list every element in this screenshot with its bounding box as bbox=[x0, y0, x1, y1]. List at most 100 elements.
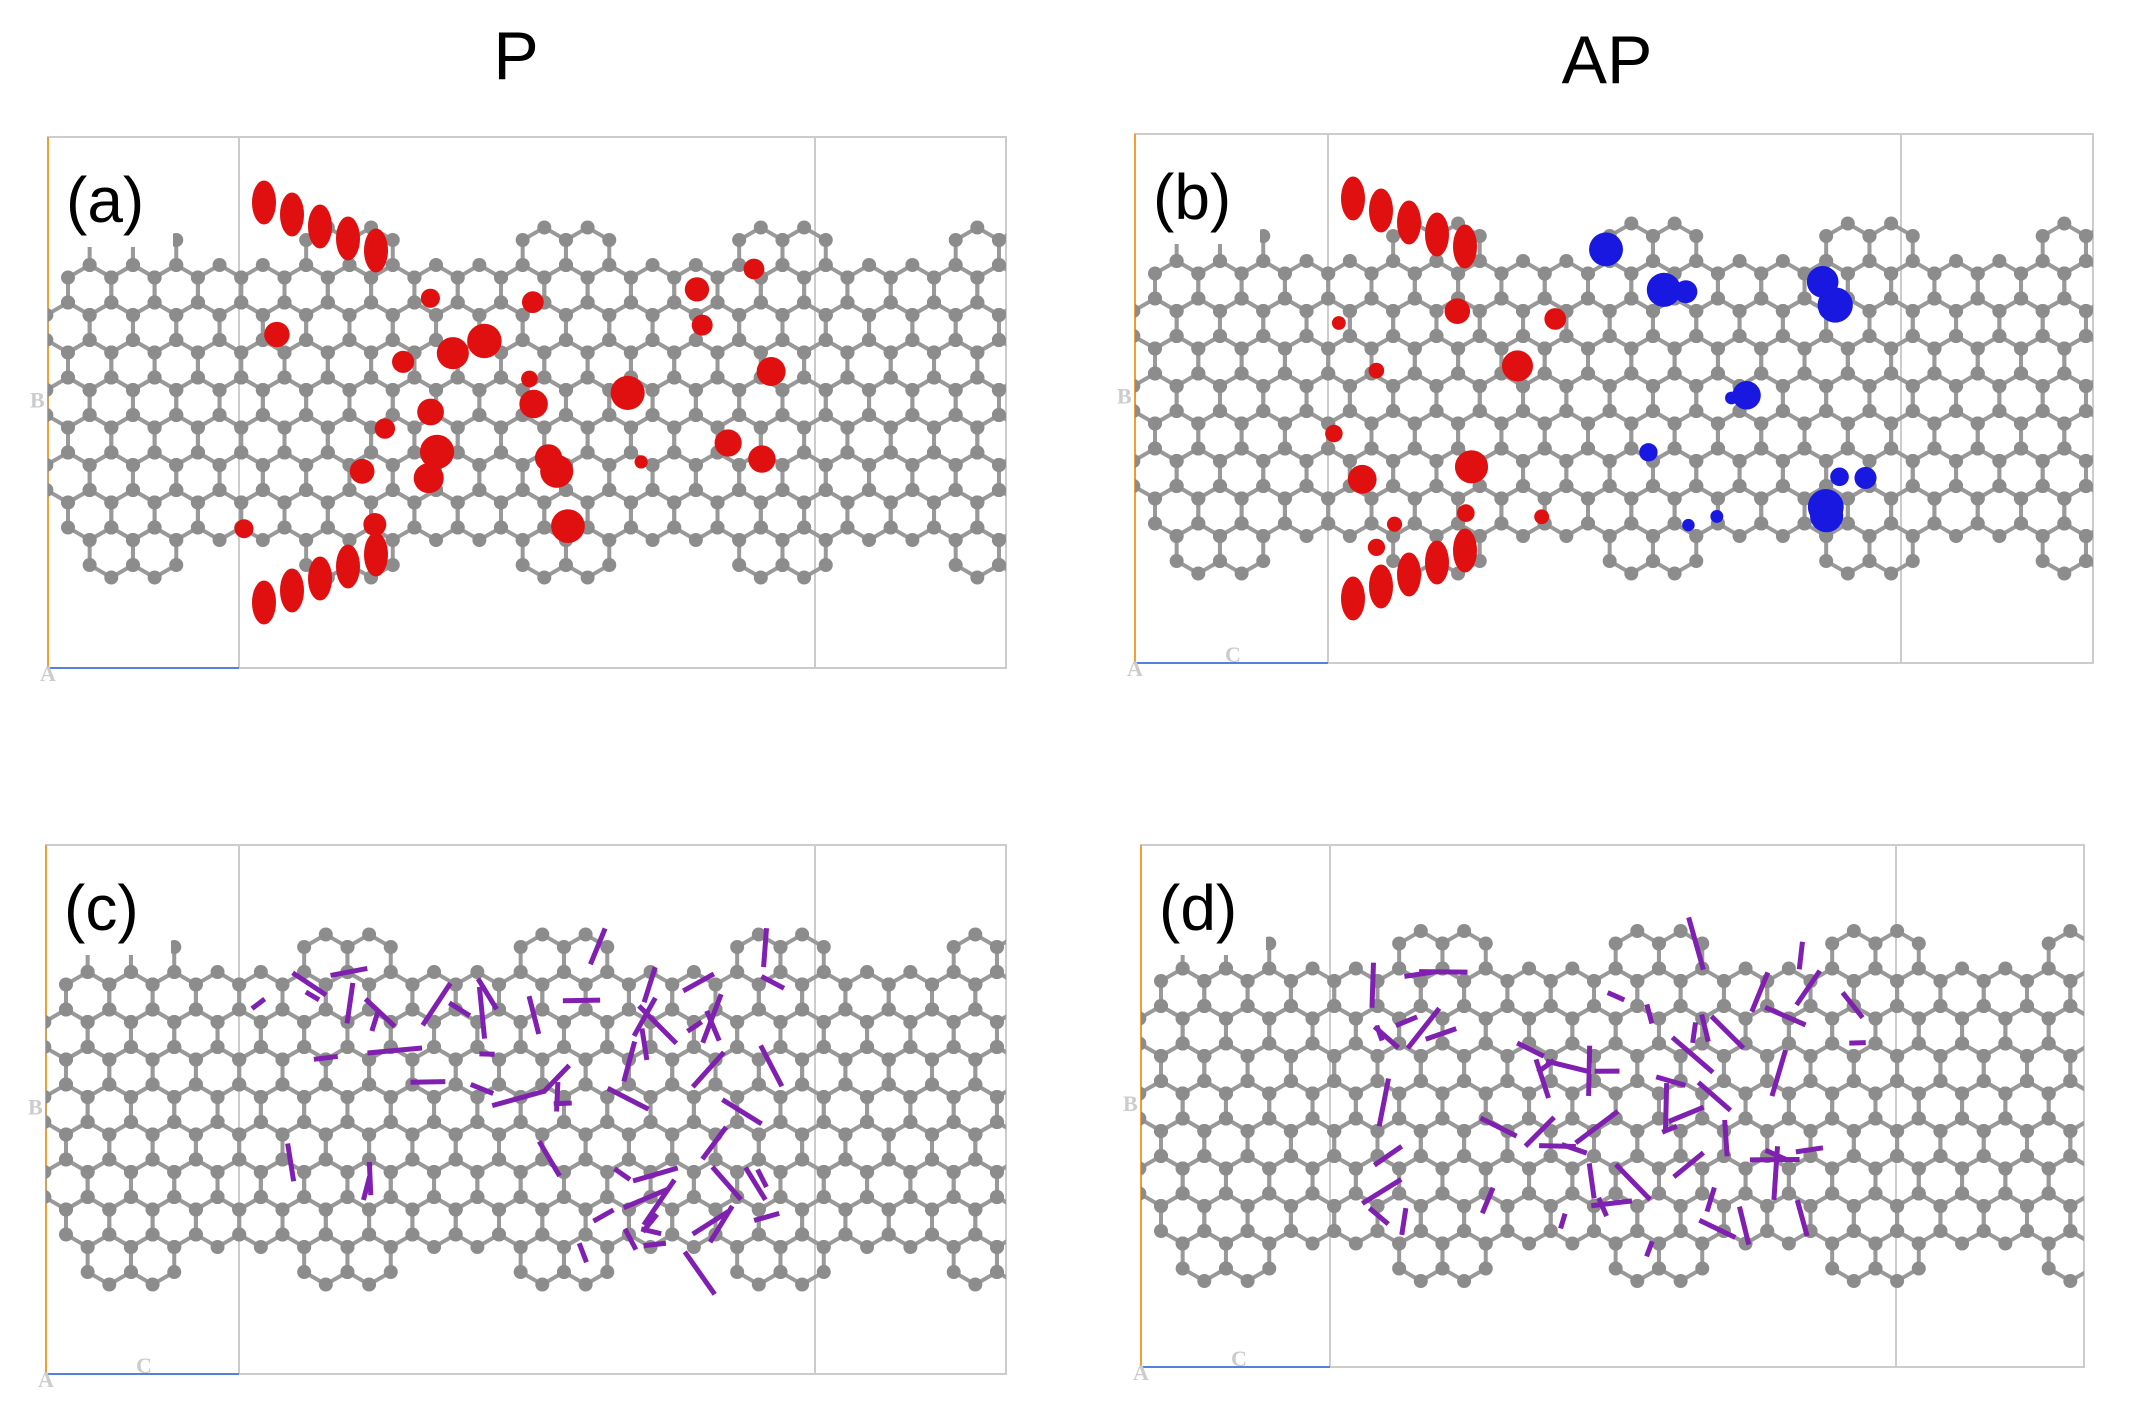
atom bbox=[903, 1015, 918, 1029]
spin-density bbox=[1807, 488, 1844, 525]
atom bbox=[1342, 379, 1357, 393]
atom bbox=[1336, 1165, 1350, 1179]
atom bbox=[991, 483, 1006, 497]
atom bbox=[2122, 254, 2129, 268]
atom bbox=[2101, 417, 2115, 431]
atom bbox=[1315, 1128, 1329, 1142]
atom bbox=[1014, 421, 1028, 435]
atom bbox=[299, 408, 314, 422]
atom bbox=[277, 420, 292, 435]
atom bbox=[645, 408, 660, 422]
atom bbox=[1169, 304, 1184, 318]
atom bbox=[1014, 371, 1028, 385]
atom bbox=[1012, 1228, 1026, 1242]
spin-density bbox=[363, 512, 387, 536]
atom bbox=[1256, 329, 1271, 343]
atom bbox=[1256, 304, 1271, 318]
atom bbox=[1120, 965, 1134, 979]
atom bbox=[1970, 491, 1985, 506]
atom bbox=[61, 520, 75, 535]
atom bbox=[1142, 978, 1156, 992]
atom bbox=[1667, 566, 1682, 581]
atom bbox=[905, 533, 920, 547]
atom bbox=[795, 1202, 810, 1217]
spin-density bbox=[1425, 212, 1449, 257]
atom bbox=[1206, 1090, 1220, 1104]
atom bbox=[2101, 492, 2115, 506]
atom bbox=[1277, 516, 1292, 531]
spin-density bbox=[264, 321, 290, 348]
atom bbox=[212, 333, 227, 347]
atom bbox=[513, 940, 528, 954]
atom bbox=[2014, 366, 2029, 381]
atom bbox=[1057, 521, 1071, 535]
atom bbox=[1386, 329, 1401, 343]
spin-density bbox=[308, 556, 332, 601]
atom bbox=[1407, 266, 1422, 281]
ring bbox=[1282, 483, 1331, 539]
atom bbox=[621, 977, 636, 992]
atom bbox=[1689, 379, 1704, 393]
atom bbox=[1689, 304, 1704, 318]
atom bbox=[710, 495, 725, 510]
atom bbox=[1905, 229, 1920, 243]
atom bbox=[104, 445, 119, 460]
atom bbox=[48, 308, 54, 322]
atom bbox=[621, 1002, 636, 1017]
atom bbox=[753, 420, 768, 435]
spin-density bbox=[684, 277, 710, 302]
atom bbox=[1035, 458, 1049, 472]
atom bbox=[860, 1240, 875, 1254]
atom bbox=[1148, 416, 1162, 431]
atom bbox=[318, 1152, 333, 1167]
atom bbox=[665, 1002, 680, 1017]
atom bbox=[816, 965, 831, 979]
atom bbox=[862, 333, 877, 347]
atom bbox=[383, 940, 398, 954]
atom bbox=[818, 233, 833, 247]
spin-density bbox=[1544, 308, 1567, 330]
atom bbox=[1077, 1015, 1091, 1029]
atom bbox=[167, 1165, 182, 1179]
atom bbox=[1559, 479, 1574, 493]
atom bbox=[147, 420, 162, 435]
atom bbox=[513, 1115, 528, 1129]
atom bbox=[1014, 496, 1028, 510]
atom bbox=[1293, 1090, 1307, 1104]
atom bbox=[1079, 458, 1093, 472]
atom bbox=[383, 1190, 398, 1204]
atom bbox=[1624, 416, 1639, 431]
atom bbox=[1057, 346, 1071, 360]
atom bbox=[1624, 516, 1639, 531]
atom bbox=[1100, 521, 1114, 535]
spin-density bbox=[1369, 564, 1393, 609]
atom bbox=[1206, 1165, 1220, 1179]
atom bbox=[515, 558, 530, 572]
ring bbox=[1040, 1010, 1083, 1060]
atom bbox=[925, 1052, 940, 1067]
atom bbox=[1185, 978, 1199, 992]
atom bbox=[686, 965, 701, 979]
atom bbox=[1293, 1015, 1307, 1029]
atom bbox=[1537, 416, 1552, 431]
atom bbox=[61, 345, 75, 360]
atom bbox=[145, 1152, 160, 1167]
atom bbox=[1014, 296, 1028, 310]
atom bbox=[1256, 254, 1271, 268]
atom bbox=[556, 1265, 571, 1279]
atom bbox=[816, 1265, 831, 1279]
atom bbox=[1516, 304, 1531, 318]
atom bbox=[1212, 454, 1227, 468]
atom bbox=[1035, 233, 1049, 247]
atom bbox=[2078, 529, 2093, 543]
atom bbox=[513, 1265, 528, 1279]
atom bbox=[1250, 1090, 1264, 1104]
atom bbox=[188, 1127, 203, 1142]
atom bbox=[905, 383, 920, 397]
atom bbox=[255, 483, 270, 497]
atom bbox=[383, 1240, 398, 1254]
atom bbox=[751, 977, 766, 992]
atom bbox=[600, 965, 615, 979]
atom bbox=[1012, 978, 1026, 992]
atom bbox=[1098, 1153, 1112, 1167]
